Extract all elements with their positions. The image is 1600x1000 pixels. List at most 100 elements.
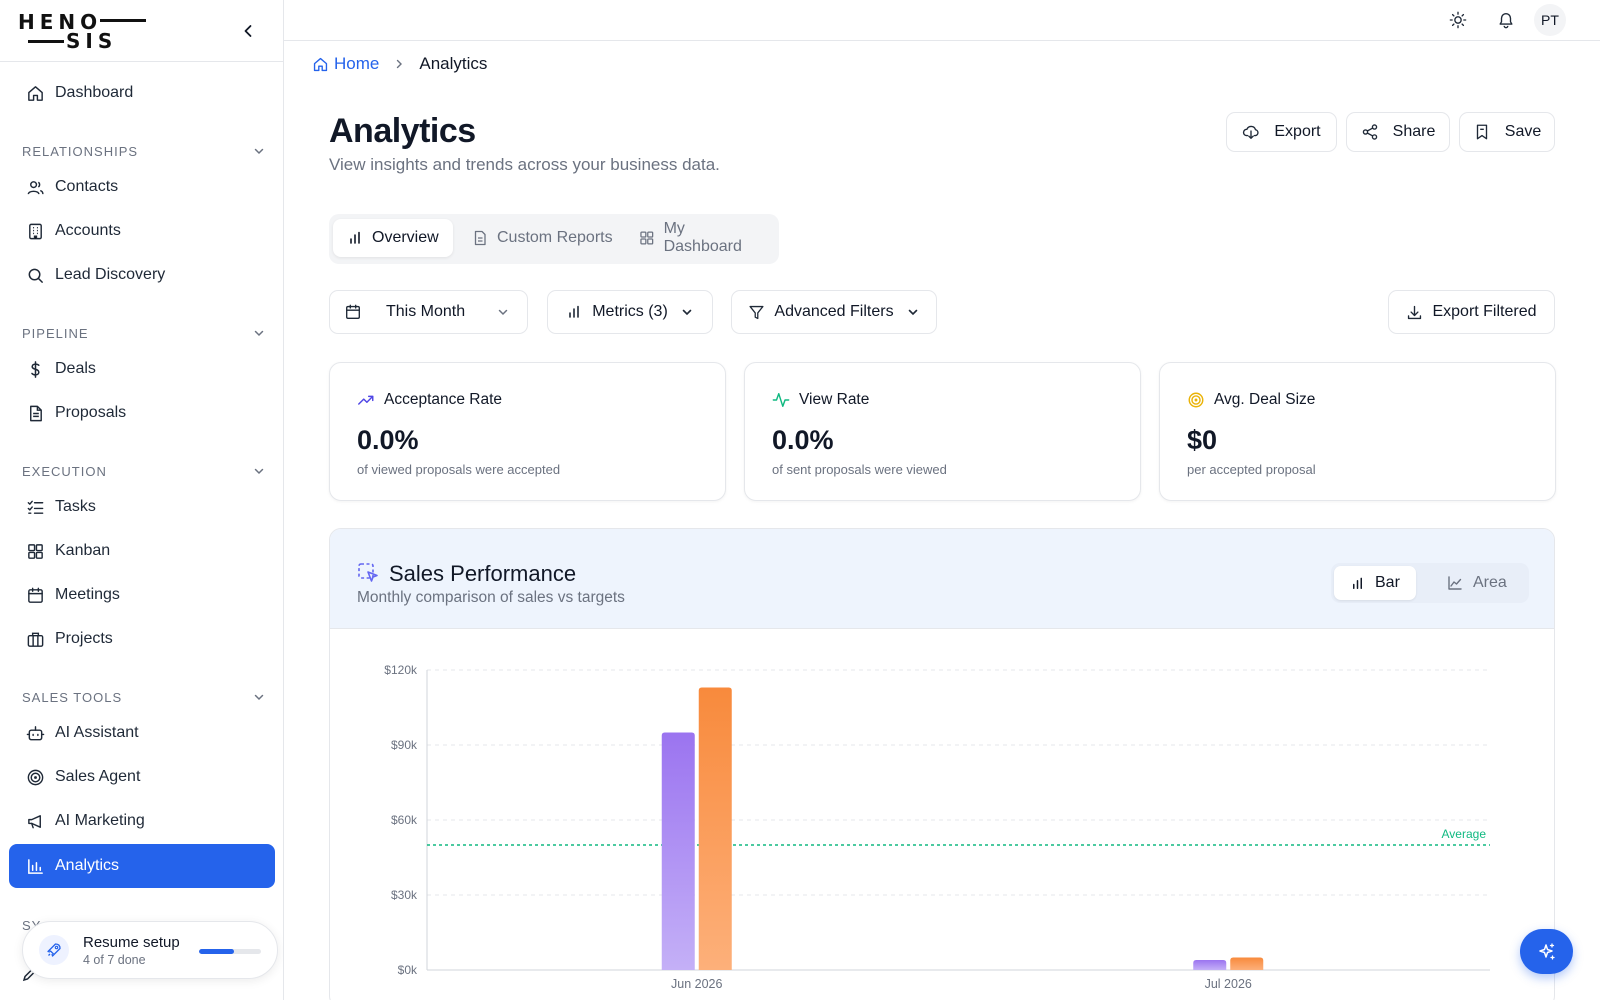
stat-header: Acceptance Rate	[357, 391, 502, 409]
stat-header: Avg. Deal Size	[1187, 391, 1315, 409]
home-icon	[313, 57, 328, 71]
users-icon	[26, 178, 45, 197]
y-tick-label: $120k	[384, 663, 418, 677]
chart-type-label: Area	[1473, 574, 1507, 591]
setup-title: Resume setup	[83, 933, 180, 951]
tab-custom-reports[interactable]: Custom Reports	[458, 219, 627, 257]
chevron-down-icon	[682, 309, 692, 316]
sales-bar-chart: $0k $30k $60k $90k $120k Average Jun 2026 Jul 2…	[384, 663, 1490, 991]
chevron-down-icon	[254, 694, 264, 701]
file-icon	[474, 230, 486, 246]
section-header-relationships[interactable]: RELATIONSHIPS	[22, 141, 266, 161]
sidebar-item-dashboard[interactable]: Dashboard	[9, 71, 275, 115]
bar-chart-icon	[569, 305, 580, 318]
avatar[interactable]: PT	[1534, 4, 1566, 36]
sidebar-item-tasks[interactable]: Tasks	[9, 485, 275, 529]
y-tick-label: $60k	[391, 813, 418, 827]
sidebar-item-kanban[interactable]: Kanban	[9, 529, 275, 573]
section-header-sales-tools[interactable]: SALES TOOLS	[22, 687, 266, 707]
export-button[interactable]: Export	[1226, 112, 1337, 152]
chart-type-label: Bar	[1375, 574, 1400, 591]
export-label: Export	[1274, 123, 1321, 140]
x-tick-label: Jun 2026	[671, 977, 722, 991]
sidebar-item-label: Kanban	[55, 542, 111, 559]
sidebar-item-proposals[interactable]: Proposals	[9, 391, 275, 435]
page-subtitle: View insights and trends across your bus…	[329, 155, 720, 174]
sidebar-item-projects[interactable]: Projects	[9, 617, 275, 661]
resume-setup-card[interactable]: Resume setup 4 of 7 done	[22, 921, 278, 979]
share-button[interactable]: Share	[1346, 112, 1450, 152]
chart-type-area[interactable]: Area	[1431, 566, 1523, 600]
bell-icon	[1499, 13, 1513, 29]
stat-value: $0	[1187, 425, 1218, 455]
chevron-left-icon	[244, 25, 252, 37]
sidebar-item-label: Dashboard	[55, 84, 134, 101]
sidebar-item-label: Proposals	[55, 404, 127, 421]
chevron-down-icon	[498, 309, 508, 316]
theme-toggle-button[interactable]	[1447, 9, 1469, 31]
section-header-execution[interactable]: EXECUTION	[22, 461, 266, 481]
sidebar-item-deals[interactable]: Deals	[9, 347, 275, 391]
bar-chart-icon	[1353, 577, 1362, 589]
bot-icon	[26, 724, 45, 743]
building-icon	[26, 222, 45, 241]
sidebar-item-accounts[interactable]: Accounts	[9, 209, 275, 253]
tab-my-dashboard[interactable]: My Dashboard	[625, 219, 779, 257]
chart-type-bar[interactable]: Bar	[1334, 566, 1416, 600]
stat-value: 0.0%	[357, 425, 419, 455]
advanced-filters-button[interactable]: Advanced Filters	[731, 290, 937, 334]
sidebar-item-contacts[interactable]: Contacts	[9, 165, 275, 209]
setup-progress-fill	[199, 949, 235, 954]
sidebar-item-label: Accounts	[55, 222, 121, 239]
metrics-select[interactable]: Metrics (3)	[547, 290, 713, 334]
stat-label: Acceptance Rate	[384, 391, 503, 408]
sidebar-item-label: AI Marketing	[55, 812, 145, 829]
stat-description: per accepted proposal	[1187, 462, 1316, 477]
sidebar-item-label: Analytics	[55, 857, 120, 874]
stat-header: View Rate	[772, 391, 869, 409]
dollar-icon	[26, 360, 45, 379]
y-tick-label: $30k	[391, 888, 418, 902]
chevron-down-icon	[254, 148, 264, 155]
breadcrumb-home-link[interactable]: Home	[312, 54, 379, 74]
chevron-down-icon	[254, 468, 264, 475]
sidebar-item-ai-assistant[interactable]: AI Assistant	[9, 711, 275, 755]
sidebar-item-label: Deals	[55, 360, 96, 377]
breadcrumb: Home Analytics	[312, 52, 487, 76]
save-label: Save	[1504, 123, 1542, 140]
share-label: Share	[1392, 123, 1436, 140]
export-filtered-button[interactable]: Export Filtered	[1388, 290, 1555, 334]
collapse-sidebar-button[interactable]	[238, 21, 258, 41]
notifications-button[interactable]	[1495, 9, 1517, 31]
tab-label: Overview	[372, 229, 439, 246]
stat-label: Avg. Deal Size	[1214, 391, 1316, 408]
advanced-filters-label: Advanced Filters	[774, 303, 894, 320]
setup-progress-bar	[199, 949, 261, 954]
sidebar-header: HENO SIS	[0, 0, 283, 62]
sidebar-item-meetings[interactable]: Meetings	[9, 573, 275, 617]
section-title: EXECUTION	[22, 463, 107, 479]
ai-assistant-fab[interactable]	[1520, 929, 1573, 974]
section-title: RELATIONSHIPS	[22, 143, 139, 159]
chevron-down-icon	[254, 330, 264, 337]
sidebar-item-ai-marketing[interactable]: AI Marketing	[9, 799, 275, 843]
save-button[interactable]: Save	[1459, 112, 1555, 152]
rocket-icon	[39, 935, 69, 965]
sidebar-item-analytics[interactable]: Analytics	[9, 844, 275, 888]
sidebar-item-lead-discovery[interactable]: Lead Discovery	[9, 253, 275, 297]
setup-subtitle: 4 of 7 done	[83, 952, 146, 967]
breadcrumb-home-label: Home	[334, 54, 380, 73]
checklist-icon	[26, 498, 45, 517]
sidebar-item-sales-agent[interactable]: Sales Agent	[9, 755, 275, 799]
tab-label: My Dashboard	[663, 220, 742, 255]
tab-overview[interactable]: Overview	[333, 219, 453, 257]
brand-logo[interactable]: HENO SIS	[18, 10, 146, 53]
date-range-select[interactable]: This Month	[329, 290, 528, 334]
sidebar-item-label: Tasks	[55, 498, 96, 515]
target-icon	[1188, 392, 1204, 408]
sidebar-item-label: Meetings	[55, 586, 120, 603]
calendar-icon	[26, 586, 45, 605]
cursor-select-icon	[358, 563, 378, 582]
sidebar-item-label: Contacts	[55, 178, 119, 195]
section-header-pipeline[interactable]: PIPELINE	[22, 323, 266, 343]
